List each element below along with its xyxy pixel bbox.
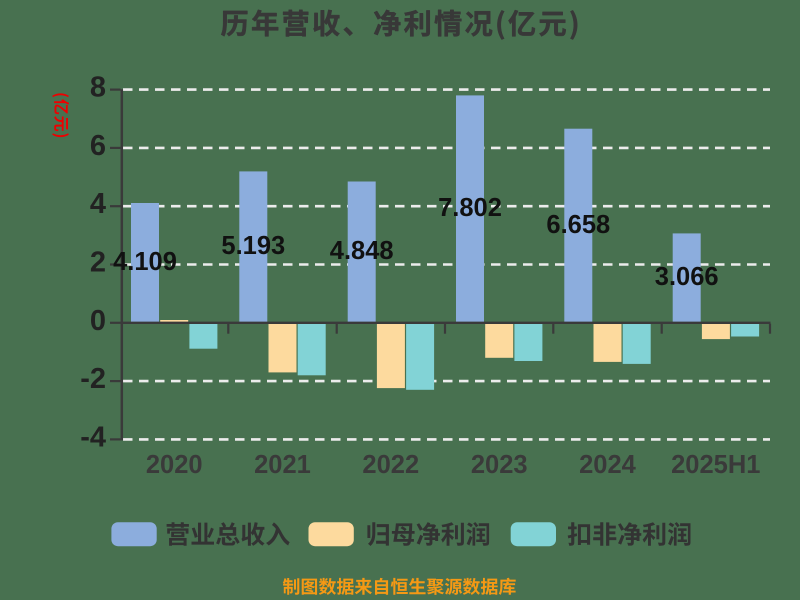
svg-text:2022: 2022 [362,451,419,479]
svg-text:2021: 2021 [254,451,311,479]
svg-text:2: 2 [90,247,106,279]
svg-text:4.848: 4.848 [330,237,394,265]
svg-text:0: 0 [90,305,106,337]
svg-text:8: 8 [90,72,106,104]
svg-text:4: 4 [90,188,106,220]
svg-text:-2: -2 [80,363,106,395]
svg-text:-4: -4 [80,421,106,453]
svg-text:2023: 2023 [471,451,528,479]
svg-text:7.802: 7.802 [438,194,502,222]
svg-text:5.193: 5.193 [221,232,285,260]
svg-text:6: 6 [90,130,106,162]
svg-text:2020: 2020 [146,451,203,479]
svg-text:2024: 2024 [579,451,637,479]
svg-text:2025H1: 2025H1 [671,451,760,479]
svg-text:6.658: 6.658 [546,211,610,239]
svg-text:4.109: 4.109 [113,248,177,276]
svg-text:3.066: 3.066 [655,263,719,291]
